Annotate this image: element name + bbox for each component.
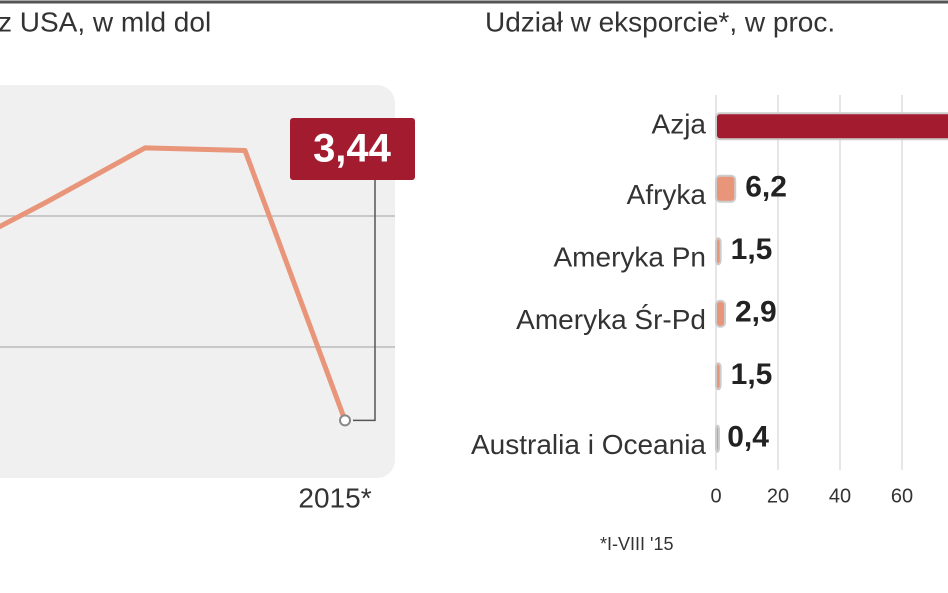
x-tick-label: 20 <box>767 485 789 507</box>
subtitle: z USA, w mld dol <box>0 6 211 37</box>
footnote: *I-VIII '15 <box>600 534 673 554</box>
bar <box>715 174 737 203</box>
value-label: 1,5 <box>731 358 773 391</box>
category-label: Ameryka Śr-Pd <box>516 303 706 335</box>
line <box>0 145 348 422</box>
value-label: 3,44 <box>313 127 392 171</box>
point <box>339 414 351 427</box>
bar <box>715 299 726 328</box>
x-tick-label: 40 <box>829 485 851 507</box>
bar <box>715 424 720 453</box>
bar <box>715 362 722 391</box>
value-label: 6,2 <box>745 171 787 204</box>
x-tick-label: 2015* <box>298 482 371 513</box>
bar <box>715 112 948 141</box>
bar <box>715 237 722 266</box>
value-label: 2,9 <box>735 296 777 329</box>
label-box <box>290 118 415 180</box>
subtitle: Udział w eksporcie*, w proc. <box>485 6 835 37</box>
value-label: 0,4 <box>727 421 769 454</box>
x-tick-label: 0 <box>710 485 721 507</box>
value-label: 1,5 <box>731 233 773 266</box>
category-label: Azja <box>652 109 707 140</box>
category-label: Afryka <box>627 179 707 210</box>
category-label: Australia i Oceania <box>471 429 706 460</box>
plot-background <box>0 85 395 478</box>
category-label: Ameryka Pn <box>554 242 707 273</box>
connector <box>353 180 376 422</box>
x-tick-label: 60 <box>891 485 913 507</box>
